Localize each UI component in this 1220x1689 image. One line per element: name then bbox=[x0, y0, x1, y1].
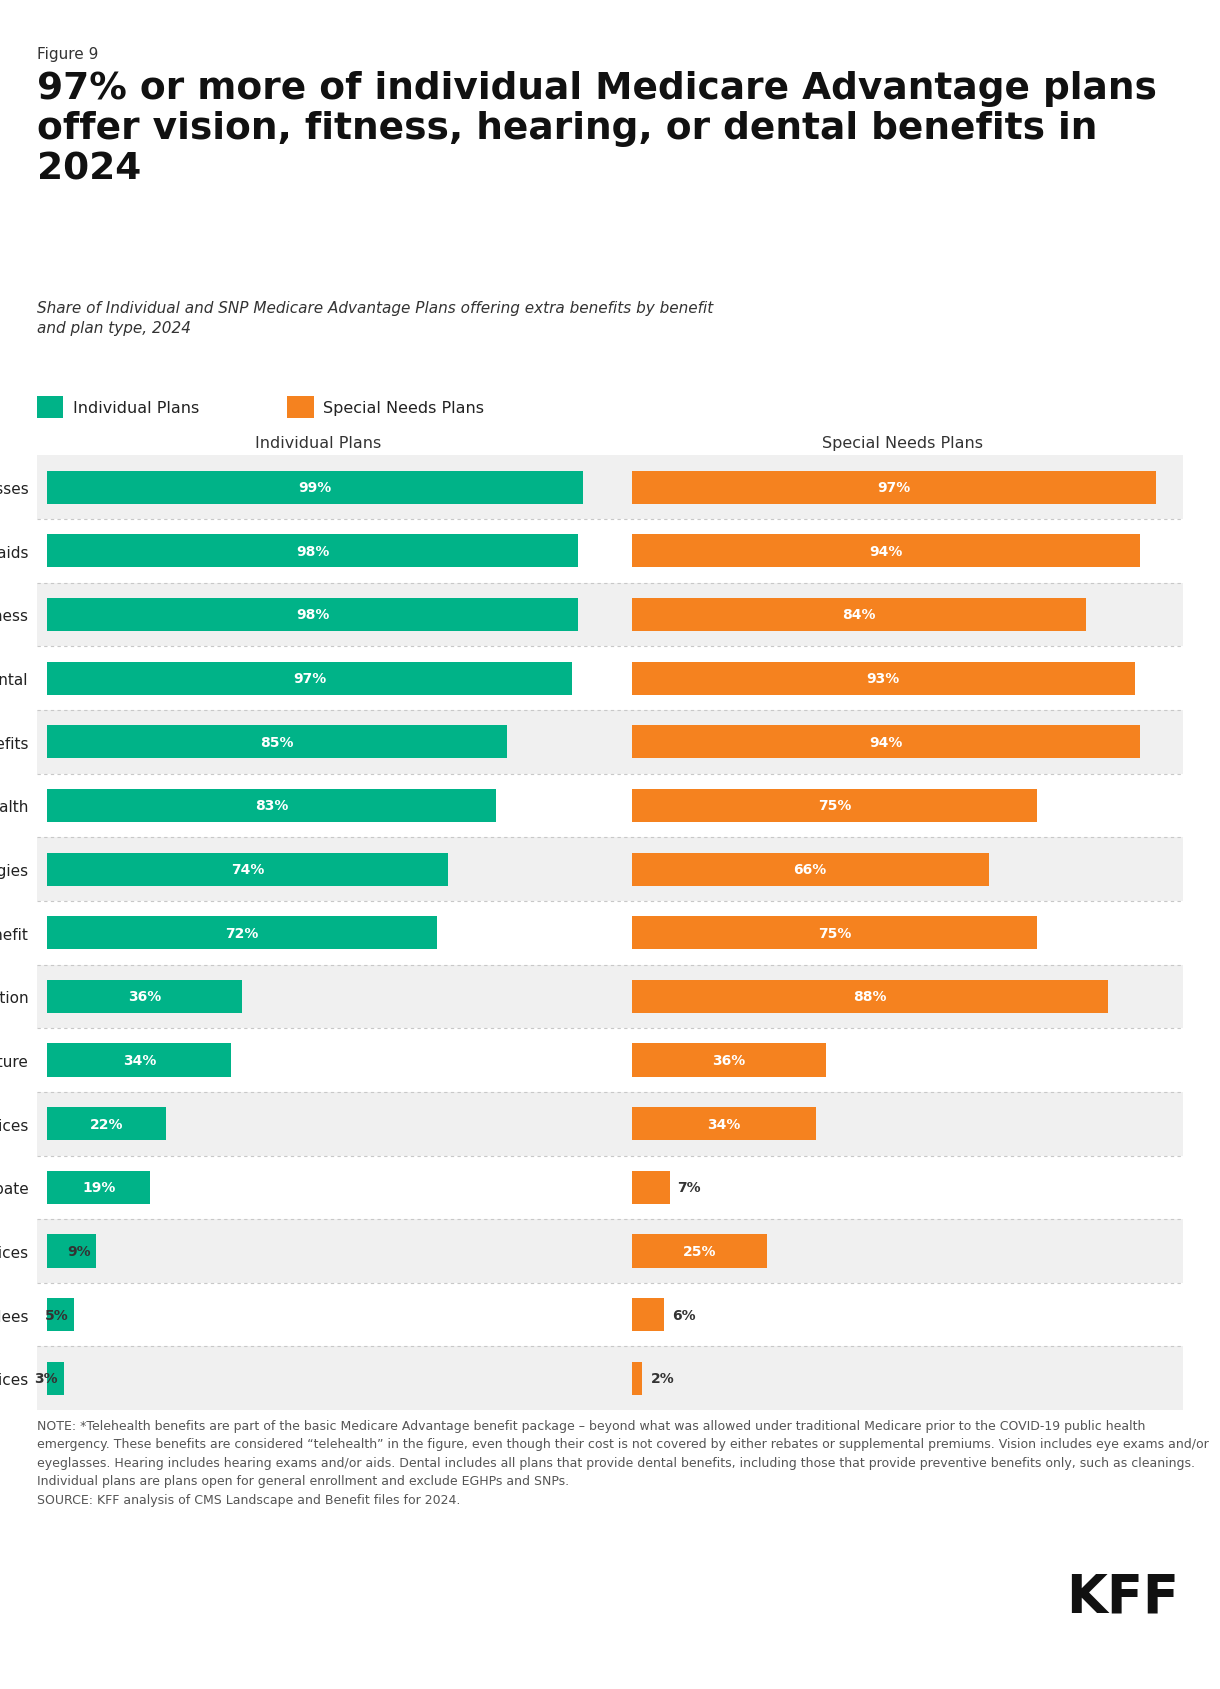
Bar bbox=[632, 1108, 815, 1140]
Bar bbox=[37, 1346, 1183, 1410]
Bar bbox=[48, 726, 508, 758]
Text: Special Needs Plans: Special Needs Plans bbox=[323, 402, 484, 415]
Bar bbox=[632, 535, 1141, 568]
Text: Individual Plans: Individual Plans bbox=[73, 402, 199, 415]
Text: Share of Individual and SNP Medicare Advantage Plans offering extra benefits by : Share of Individual and SNP Medicare Adv… bbox=[37, 301, 712, 336]
Text: 72%: 72% bbox=[226, 926, 259, 941]
Bar bbox=[48, 535, 577, 568]
Bar bbox=[632, 1361, 643, 1395]
Bar bbox=[37, 456, 1183, 520]
Text: 34%: 34% bbox=[123, 1054, 156, 1067]
Text: 2%: 2% bbox=[650, 1371, 675, 1385]
Text: Individual Plans: Individual Plans bbox=[255, 436, 381, 451]
Bar bbox=[48, 1044, 232, 1078]
Bar bbox=[37, 838, 1183, 902]
Bar bbox=[37, 1284, 1183, 1346]
Text: 22%: 22% bbox=[90, 1116, 123, 1132]
Text: 83%: 83% bbox=[255, 799, 289, 812]
Bar bbox=[48, 662, 572, 696]
Text: 75%: 75% bbox=[817, 799, 852, 812]
Text: KFF: KFF bbox=[1066, 1571, 1179, 1621]
Text: 25%: 25% bbox=[682, 1245, 716, 1258]
Text: 7%: 7% bbox=[677, 1181, 701, 1194]
Text: 97%: 97% bbox=[877, 481, 910, 495]
Text: 6%: 6% bbox=[672, 1307, 695, 1322]
Bar bbox=[37, 583, 1183, 647]
Bar bbox=[632, 1170, 670, 1204]
Bar bbox=[37, 1219, 1183, 1284]
Text: 3%: 3% bbox=[34, 1371, 59, 1385]
Text: 36%: 36% bbox=[712, 1054, 745, 1067]
Bar bbox=[48, 1299, 74, 1331]
Text: Special Needs Plans: Special Needs Plans bbox=[821, 436, 982, 451]
Bar bbox=[48, 1108, 166, 1140]
Text: 36%: 36% bbox=[128, 990, 161, 1003]
Bar bbox=[48, 471, 583, 505]
Text: 19%: 19% bbox=[82, 1181, 116, 1194]
Text: 84%: 84% bbox=[842, 608, 876, 622]
Bar bbox=[632, 1044, 826, 1078]
Bar bbox=[48, 598, 577, 632]
Text: NOTE: *Telehealth benefits are part of the basic Medicare Advantage benefit pack: NOTE: *Telehealth benefits are part of t… bbox=[37, 1419, 1208, 1505]
Bar bbox=[37, 902, 1183, 964]
Text: 94%: 94% bbox=[869, 544, 903, 559]
Bar bbox=[48, 853, 448, 887]
Text: 97% or more of individual Medicare Advantage plans
offer vision, fitness, hearin: 97% or more of individual Medicare Advan… bbox=[37, 71, 1157, 187]
Text: Figure 9: Figure 9 bbox=[37, 47, 98, 62]
Text: 34%: 34% bbox=[706, 1116, 741, 1132]
Bar bbox=[37, 520, 1183, 583]
Bar bbox=[37, 1155, 1183, 1219]
Bar bbox=[37, 711, 1183, 774]
Bar bbox=[632, 598, 1086, 632]
Bar bbox=[48, 1235, 96, 1268]
Text: 94%: 94% bbox=[869, 735, 903, 750]
Bar bbox=[632, 1235, 767, 1268]
Text: 99%: 99% bbox=[299, 481, 332, 495]
Text: 98%: 98% bbox=[295, 544, 329, 559]
Text: 93%: 93% bbox=[866, 672, 900, 686]
Text: 88%: 88% bbox=[853, 990, 887, 1003]
Text: 97%: 97% bbox=[293, 672, 327, 686]
Text: 75%: 75% bbox=[817, 926, 852, 941]
Bar bbox=[37, 964, 1183, 1029]
Text: 9%: 9% bbox=[67, 1245, 90, 1258]
Bar bbox=[632, 726, 1141, 758]
Bar bbox=[632, 980, 1108, 1013]
Bar bbox=[37, 774, 1183, 838]
Bar bbox=[37, 647, 1183, 711]
Bar bbox=[632, 471, 1157, 505]
Text: 98%: 98% bbox=[295, 608, 329, 622]
Bar bbox=[37, 1029, 1183, 1093]
Text: 85%: 85% bbox=[261, 735, 294, 750]
Text: 74%: 74% bbox=[231, 863, 265, 877]
Text: 66%: 66% bbox=[793, 863, 827, 877]
Bar bbox=[632, 917, 1037, 949]
Bar bbox=[37, 1093, 1183, 1155]
Bar bbox=[48, 789, 497, 823]
Bar bbox=[48, 1361, 63, 1395]
Text: 5%: 5% bbox=[45, 1307, 70, 1322]
Bar bbox=[48, 1170, 150, 1204]
Bar bbox=[48, 917, 437, 949]
Bar bbox=[632, 853, 988, 887]
Bar bbox=[632, 1299, 664, 1331]
Bar bbox=[632, 662, 1135, 696]
Bar bbox=[632, 789, 1037, 823]
Bar bbox=[48, 980, 242, 1013]
